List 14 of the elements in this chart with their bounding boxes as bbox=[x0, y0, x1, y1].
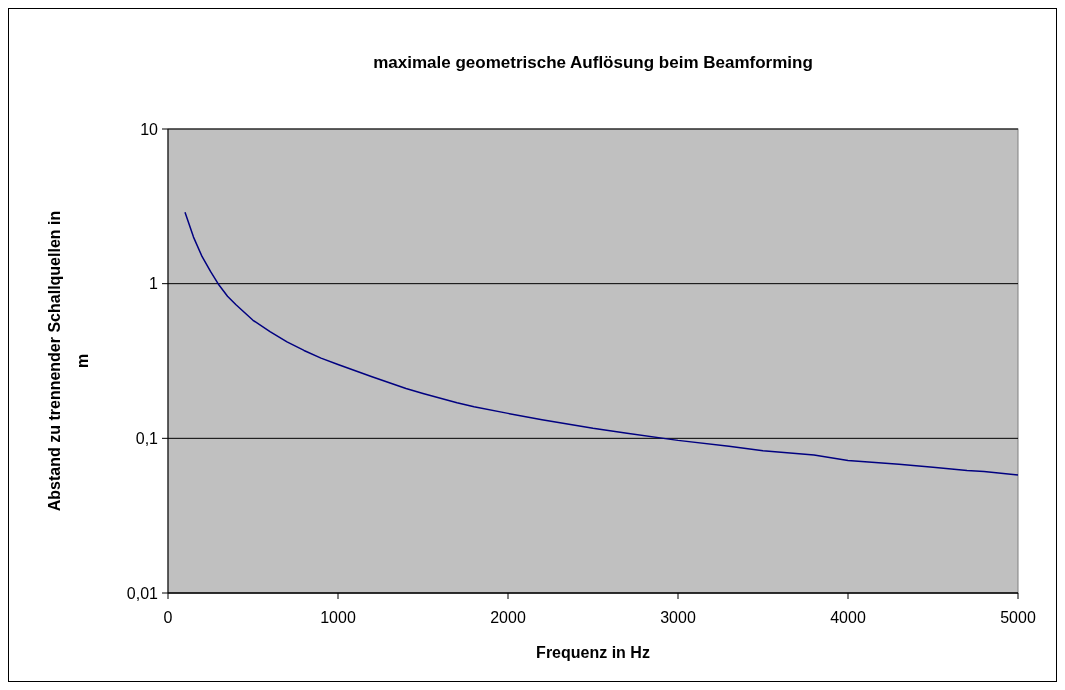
chart-title: maximale geometrische Auflösung beim Beamforming bbox=[373, 53, 813, 72]
x-tick-label: 0 bbox=[163, 609, 173, 626]
y-tick-label: 1 bbox=[149, 275, 159, 293]
x-tick-label: 2000 bbox=[490, 609, 526, 626]
x-axis-title: Frequenz in Hz bbox=[536, 644, 650, 661]
y-tick-label: 0,1 bbox=[135, 429, 159, 447]
x-tick-label: 3000 bbox=[660, 609, 696, 626]
line-series bbox=[184, 211, 1019, 476]
y-axis-title: Abstand zu trennender Schallquellen in m bbox=[46, 210, 91, 512]
y-tick-label: 10 bbox=[140, 120, 159, 138]
y-tick-label: 0,01 bbox=[126, 584, 159, 602]
x-tick-label: 5000 bbox=[1000, 609, 1036, 626]
x-tick-label: 4000 bbox=[830, 609, 866, 626]
x-tick-label: 1000 bbox=[320, 609, 356, 626]
